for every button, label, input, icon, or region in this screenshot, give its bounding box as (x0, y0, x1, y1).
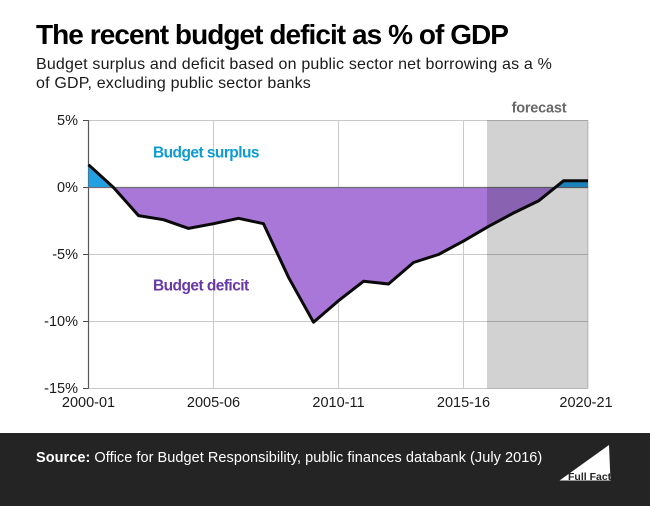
svg-text:-5%: -5% (52, 247, 78, 263)
svg-text:Full Fact: Full Fact (568, 471, 612, 483)
svg-text:forecast: forecast (512, 101, 567, 117)
svg-text:5%: 5% (57, 113, 78, 129)
svg-text:Budget deficit: Budget deficit (153, 278, 249, 295)
svg-text:2005-06: 2005-06 (187, 395, 240, 411)
svg-text:2000-01: 2000-01 (62, 395, 115, 411)
svg-text:2010-11: 2010-11 (312, 395, 364, 411)
svg-text:2020-21: 2020-21 (559, 395, 612, 411)
svg-text:2015-16: 2015-16 (437, 395, 490, 411)
svg-text:0%: 0% (57, 180, 78, 196)
svg-text:-15%: -15% (44, 381, 78, 397)
svg-text:Budget surplus: Budget surplus (153, 145, 259, 162)
svg-text:-10%: -10% (44, 314, 78, 330)
